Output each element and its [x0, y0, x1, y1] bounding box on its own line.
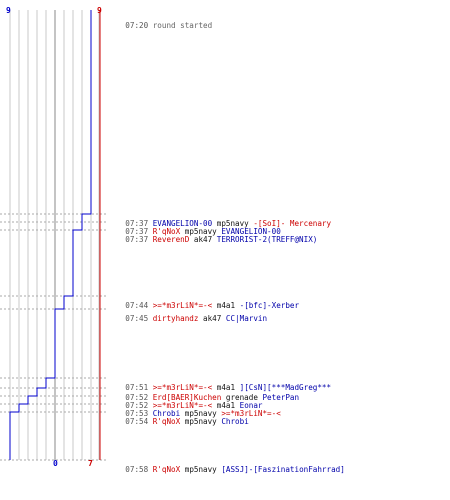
event-victim: [ASSJ]-[FaszinationFahrrad]: [221, 465, 345, 474]
event-time: 07:20: [125, 21, 149, 30]
event-row: 07:37 EVANGELION-00 mp5navy -[SoI]- Merc…: [107, 210, 331, 237]
event-weapon: m4a1: [216, 383, 236, 392]
event-weapon: ak47: [193, 235, 213, 244]
event-victim: PeterPan: [262, 393, 300, 402]
event-killer: >=*m3rLiN*=-<: [152, 383, 213, 392]
event-killer: EVANGELION-00: [152, 219, 213, 228]
event-time: 07:37: [125, 227, 149, 236]
event-weapon: m4a1: [216, 401, 236, 410]
event-weapon: grenade: [225, 393, 258, 402]
blue-team-alive-line: [9, 10, 92, 460]
event-victim: -[bfc]-Xerber: [239, 301, 300, 310]
event-weapon: m4a1: [216, 301, 236, 310]
event-killer: >=*m3rLiN*=-<: [152, 401, 213, 410]
event-killer: R'qNoX: [152, 417, 181, 426]
event-killer: Chrobi: [152, 409, 181, 418]
event-weapon: mp5navy: [184, 409, 217, 418]
event-killer: Erd[BAER]Kuchen: [152, 393, 222, 402]
blue-team-start-count: 9: [6, 6, 11, 15]
event-row: 07:37 ReverenD ak47 TERRORIST-2(TREFF@NI…: [107, 226, 317, 253]
event-time: 07:53: [125, 409, 149, 418]
event-victim: ][CsN][***MadGreg***: [239, 383, 332, 392]
event-weapon: ak47: [203, 314, 222, 323]
event-victim: Eonar: [239, 401, 263, 410]
event-weapon: mp5navy: [184, 417, 217, 426]
event-killer: dirtyhandz: [152, 314, 199, 323]
event-row: 07:45 dirtyhandz ak47 CC|Marvin: [107, 305, 267, 332]
event-row: 07:54 R'qNoX mp5navy Chrobi: [107, 408, 249, 435]
event-time: 07:45: [125, 314, 149, 323]
event-time: 07:37: [125, 219, 149, 228]
event-row: 07:37 R'qNoX mp5navy EVANGELION-00: [107, 218, 281, 245]
event-text: round started: [152, 21, 213, 30]
event-victim: >=*m3rLiN*=-<: [221, 409, 281, 418]
event-victim: CC|Marvin: [225, 314, 268, 323]
event-row: 07:20 round started: [107, 12, 212, 39]
event-row: 07:44 >=*m3rLiN*=-< m4a1 -[bfc]-Xerber: [107, 292, 299, 319]
event-row: 07:52 Erd[BAER]Kuchen grenade PeterPan: [107, 384, 299, 411]
blue-team-end-count: 0: [53, 459, 58, 468]
event-time: 07:44: [125, 301, 149, 310]
event-victim: TERRORIST-2(TREFF@NIX): [216, 235, 318, 244]
event-row: 07:58 R'qNoX mp5navy [ASSJ]-[Faszination…: [107, 456, 345, 483]
event-time: 07:52: [125, 401, 149, 410]
event-row: 07:51 >=*m3rLiN*=-< m4a1 ][CsN][***MadGr…: [107, 374, 331, 401]
event-weapon: mp5navy: [184, 227, 217, 236]
event-time: 07:52: [125, 393, 149, 402]
event-time: 07:51: [125, 383, 149, 392]
event-weapon: mp5navy: [184, 465, 217, 474]
event-killer: ReverenD: [152, 235, 190, 244]
event-victim: Chrobi: [221, 417, 249, 426]
event-row: 07:53 Chrobi mp5navy >=*m3rLiN*=-<: [107, 400, 281, 427]
event-killer: R'qNoX: [152, 465, 181, 474]
event-time: 07:37: [125, 235, 149, 244]
event-victim: -[SoI]- Mercenary: [253, 219, 332, 228]
red-team-end-count: 7: [88, 459, 93, 468]
event-row: 07:52 >=*m3rLiN*=-< m4a1 Eonar: [107, 392, 262, 419]
event-weapon: mp5navy: [216, 219, 249, 228]
event-victim: EVANGELION-00: [221, 227, 281, 236]
event-time: 07:58: [125, 465, 149, 474]
event-killer: >=*m3rLiN*=-<: [152, 301, 213, 310]
event-killer: R'qNoX: [152, 227, 181, 236]
event-time: 07:54: [125, 417, 149, 426]
red-team-start-count: 9: [97, 6, 102, 15]
